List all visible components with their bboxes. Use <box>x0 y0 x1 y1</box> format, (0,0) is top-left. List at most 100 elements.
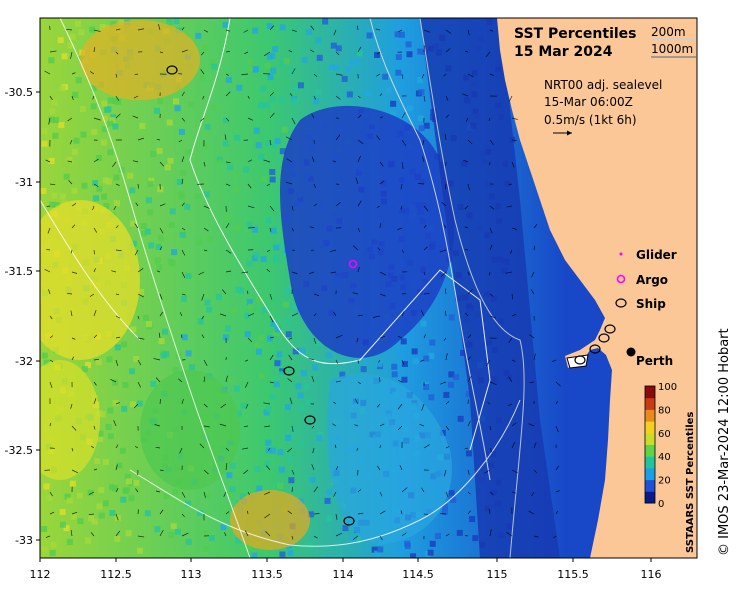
current-vector <box>422 156 425 163</box>
sst-pixel <box>77 518 84 525</box>
sst-pixel <box>69 33 76 40</box>
current-vector <box>467 29 470 36</box>
sst-pixel <box>184 203 191 210</box>
current-vector <box>506 205 513 208</box>
current-vector <box>247 117 253 121</box>
current-vector <box>225 117 230 122</box>
current-vector <box>373 315 381 318</box>
current-vector <box>313 183 316 188</box>
current-vector <box>135 488 139 493</box>
current-vector <box>313 95 316 100</box>
colorbar-swatch <box>645 479 655 492</box>
current-vector <box>93 425 96 430</box>
sst-pixel <box>71 187 78 194</box>
current-vector <box>159 509 164 515</box>
sst-pixel <box>204 493 211 500</box>
current-vector <box>529 334 535 339</box>
current-vector <box>115 444 119 449</box>
sst-pixel <box>229 462 236 469</box>
current-vector <box>154 424 161 427</box>
sst-pixel <box>90 85 97 92</box>
sst-pixel <box>49 108 56 115</box>
sst-pixel <box>225 77 232 84</box>
sst-pixel <box>295 383 302 390</box>
current-vector <box>335 466 339 471</box>
current-vector <box>376 51 381 55</box>
sst-pixel <box>220 524 227 531</box>
sst-pixel <box>125 530 132 537</box>
sst-pixel <box>170 523 177 530</box>
current-vector <box>291 117 296 125</box>
sst-pixel <box>129 187 136 194</box>
sst-pixel <box>356 50 363 57</box>
current-vector <box>464 51 469 53</box>
colorbar-tick-label: 20 <box>658 476 671 487</box>
current-vector <box>422 139 425 145</box>
warm-patch <box>230 490 310 550</box>
sst-pixel <box>107 407 114 414</box>
current-vector <box>45 535 51 538</box>
sst-pixel <box>256 485 263 492</box>
current-vector <box>528 423 535 427</box>
sst-pixel <box>253 127 260 134</box>
current-vector <box>444 310 447 317</box>
sst-pixel <box>448 381 455 388</box>
sst-pixel <box>265 140 272 147</box>
sst-pixel <box>168 532 175 539</box>
current-source-label: NRT00 adj. sealevel <box>544 78 662 92</box>
current-vector <box>555 490 560 493</box>
sst-pixel <box>423 355 430 362</box>
current-vector <box>379 510 386 515</box>
sst-pixel <box>123 487 130 494</box>
sst-pixel <box>180 295 187 302</box>
current-vector <box>159 399 161 405</box>
sst-pixel <box>102 115 109 122</box>
current-vector <box>445 533 450 537</box>
current-vector <box>308 357 315 361</box>
sst-pixel <box>263 409 270 416</box>
x-tick-label: 115.5 <box>557 568 589 581</box>
sst-pixel <box>274 360 281 367</box>
sst-pixel <box>161 328 168 335</box>
current-vector <box>376 73 381 77</box>
current-vector <box>287 510 293 515</box>
sst-pixel <box>225 214 232 221</box>
sst-pixel <box>222 117 229 124</box>
current-vector <box>401 359 405 365</box>
current-vector <box>71 425 77 431</box>
current-vector <box>421 487 425 493</box>
colorbar-swatch <box>645 386 655 399</box>
current-vector <box>311 375 315 383</box>
sst-pixel <box>300 370 307 377</box>
current-vector <box>225 183 231 187</box>
sst-pixel <box>111 97 118 104</box>
sst-pixel <box>67 42 74 49</box>
sst-pixel <box>75 77 82 84</box>
current-vector <box>401 73 404 79</box>
sst-pixel <box>194 193 201 200</box>
sst-pixel <box>429 540 436 547</box>
current-vector <box>243 469 249 475</box>
current-vector <box>179 312 183 317</box>
colorbar-swatch <box>645 409 655 422</box>
sst-pixel <box>112 399 119 406</box>
sst-pixel <box>171 249 178 256</box>
sst-pixel <box>96 503 103 510</box>
sst-pixel <box>107 97 114 104</box>
x-axis: 112 112.5 113 113.5 114 114.5 115 115.5 116 <box>30 558 662 581</box>
current-vector <box>397 425 403 431</box>
current-vector <box>423 224 427 229</box>
sst-pixel <box>273 244 280 251</box>
ship-marker <box>343 516 355 526</box>
sst-pixel <box>315 37 322 44</box>
sst-pixel <box>138 288 145 295</box>
colorbar-tick-label: 40 <box>658 452 671 463</box>
current-vector <box>308 271 315 275</box>
sst-pixel <box>66 497 73 504</box>
sst-pixel <box>448 314 455 321</box>
y-axis: -30.5 -31 -31.5 -32 -32.5 -33 <box>5 86 40 547</box>
sst-pixel <box>325 556 332 558</box>
current-vector <box>181 491 186 498</box>
current-vector <box>244 381 249 388</box>
current-vector <box>225 375 228 383</box>
